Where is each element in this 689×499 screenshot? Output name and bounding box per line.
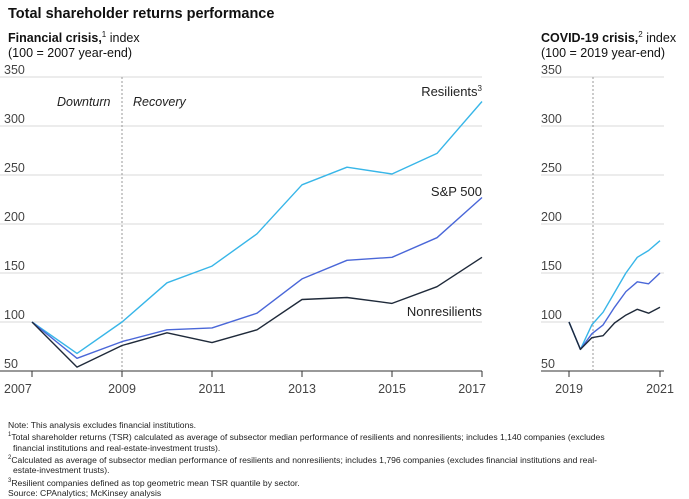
right-heading-bold: COVID-19 crisis, [541,31,639,46]
source-line: Source: CPAnalytics; McKinsey analysis [8,488,162,499]
footnote-1-sup: 1 [8,432,12,439]
x-tick-label-left: 2017 [458,382,486,396]
left-heading-bold: Financial crisis, [8,31,102,46]
y-tick-label-left: 250 [4,161,25,175]
footnote-2-sup: 2 [8,455,12,462]
y-tick-label-right: 150 [541,259,562,273]
y-tick-label-right: 200 [541,210,562,224]
chart-title: Total shareholder returns performance [8,6,275,22]
y-tick-label-right: 50 [541,357,555,371]
right-heading-sup: 2 [638,30,643,39]
y-tick-label-right: 300 [541,112,562,126]
y-tick-label-left: 150 [4,259,25,273]
note-line: Note: This analysis excludes financial i… [8,420,197,430]
footnotes: Note: This analysis excludes financial i… [8,420,683,498]
series-line-covid-resilients [568,240,661,351]
x-tick-label-left: 2015 [378,382,406,396]
series-label-resilients: Resilients3 [421,84,482,99]
left-panel-heading: Financial crisis,1 index (100 = 2007 yea… [8,27,140,61]
phase-label-recovery: Recovery [133,95,187,109]
phase-label-downturn: Downturn [57,95,111,109]
y-tick-label-left: 350 [4,63,25,77]
series-label-text: S&P 500 [431,184,482,199]
footnote-3-sup: 3 [8,477,12,484]
left-panel-subheading: (100 = 2007 year-end) [8,46,133,61]
series-label-nonresilients: Nonresilients [407,304,483,319]
left-heading-suffix: index [106,31,140,46]
series-label-text: Resilients [421,84,478,99]
right-panel-heading: COVID-19 crisis,2 index (100 = 2019 year… [541,27,676,61]
footnote-3: 3Resilient companies defined as top geom… [8,476,683,488]
footnote-1-text: Total shareholder returns (TSR) calculat… [11,432,605,443]
series-line-covid-nonresilients [568,306,661,351]
y-tick-label-left: 100 [4,308,25,322]
series-line-sp500 [31,196,483,359]
x-tick-label-right: 2019 [555,382,583,396]
x-tick-label-left: 2011 [199,382,226,396]
x-tick-label-left: 2007 [4,382,32,396]
y-tick-label-left: 200 [4,210,25,224]
right-heading-suffix: index [642,31,677,46]
y-tick-label-right: 250 [541,161,562,175]
x-tick-label-right: 2021 [646,382,674,396]
series-line-resilients [31,101,483,355]
footnote-2: 2Calculated as average of subsector medi… [8,453,683,465]
footnote-3-text: Resilient companies defined as top geome… [11,477,300,488]
left-heading-sup: 1 [101,30,107,39]
footnote-2-text: Calculated as average of subsector media… [11,454,597,465]
footnote-1: 1Total shareholder returns (TSR) calcula… [8,430,683,442]
series-label-sp500: S&P 500 [431,184,482,199]
y-tick-label-left: 300 [4,112,25,126]
series-line-nonresilients [31,256,483,368]
x-tick-label-left: 2009 [108,382,136,396]
footnote-2-cont: estate-investment trusts). [13,465,110,476]
right-panel-subheading: (100 = 2019 year-end) [541,46,666,61]
footnote-1-cont: financial institutions and real-estate-i… [13,442,221,453]
series-line-covid-sp500 [568,272,661,351]
y-tick-label-right: 100 [541,308,562,322]
y-tick-label-right: 350 [541,63,562,77]
series-label-text: Nonresilients [407,304,483,319]
x-tick-label-left: 2013 [288,382,316,396]
y-tick-label-left: 50 [4,357,18,371]
tsr-chart: 50 50 100 100 150 150 200 200 250 250 300 300 350 350… [0,63,674,396]
series-label-sup: 3 [478,84,483,93]
